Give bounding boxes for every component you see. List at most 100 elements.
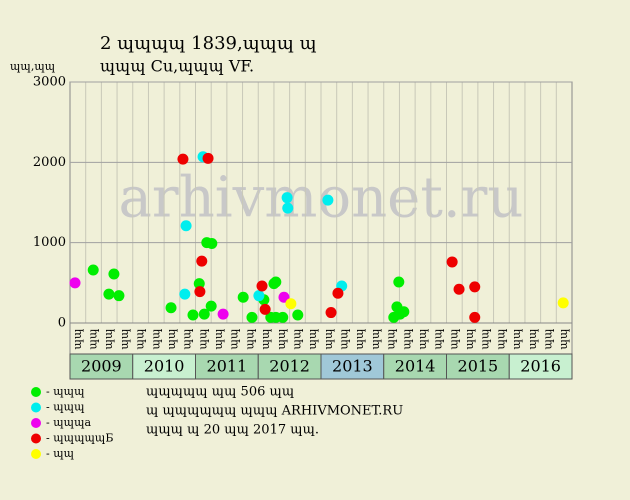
quarter-label: ɰɰ — [322, 328, 335, 349]
year-label: 2016 — [520, 357, 561, 376]
data-point — [322, 194, 334, 206]
legend-label: - ɰɰ — [46, 447, 75, 460]
year-cell — [383, 353, 447, 380]
data-point — [205, 300, 217, 312]
quarter-label: ɰɰ — [212, 328, 225, 349]
data-point — [557, 297, 569, 309]
data-point — [196, 255, 208, 267]
data-point — [285, 298, 297, 310]
quarter-label: ɰɰ — [510, 328, 523, 349]
legend-swatch — [31, 449, 41, 459]
data-point — [469, 281, 481, 293]
quarter-label: ɰɰ — [87, 328, 100, 349]
data-point — [281, 192, 293, 204]
quarter-label: ɰɰ — [369, 328, 382, 349]
data-point — [194, 286, 206, 298]
data-point — [259, 303, 271, 315]
quarter-label: ɰɰ — [541, 328, 554, 349]
data-point — [198, 308, 210, 320]
year-label: 2011 — [207, 357, 248, 376]
data-point — [206, 237, 218, 249]
legend-label: - ɰɰɰa — [46, 416, 92, 429]
data-point — [113, 290, 125, 302]
legend-label: - ɰɰɰɰɰБ — [46, 432, 113, 445]
chart-title: 2 ɰɰɰɰ 1839,ɰɰɰ ɰ — [100, 33, 317, 54]
data-point — [446, 256, 458, 268]
legend-label: - ɰɰɰ — [46, 401, 85, 414]
data-point — [270, 276, 282, 288]
data-point — [253, 290, 265, 302]
quarter-label: ɰɰ — [306, 328, 319, 349]
quarter-label: ɰɰ — [165, 328, 178, 349]
data-point — [256, 280, 268, 292]
data-point — [237, 291, 249, 303]
quarter-label: ɰɰ — [338, 328, 351, 349]
quarter-label: ɰɰ — [290, 328, 303, 349]
quarter-label: ɰɰ — [463, 328, 476, 349]
quarter-label: ɰɰ — [432, 328, 445, 349]
data-point — [278, 291, 290, 303]
data-point — [193, 278, 205, 290]
quarter-label: ɰɰ — [275, 328, 288, 349]
legend-swatch — [31, 418, 41, 428]
data-point — [202, 152, 214, 164]
legend-swatch — [31, 433, 41, 444]
quarter-label: ɰɰ — [243, 328, 256, 349]
year-label: 2009 — [81, 357, 122, 376]
quarter-label: ɰɰ — [259, 328, 272, 349]
year-cell — [257, 353, 322, 380]
note: ɰ ɰɰɰɰɰɰ ɰɰɰ ARHIVMONET.RU — [146, 404, 403, 419]
year-label: 2010 — [144, 357, 185, 376]
quarter-label: ɰɰ — [71, 328, 84, 349]
data-point — [108, 268, 120, 280]
year-label: 2012 — [269, 357, 310, 376]
year-cell — [195, 353, 259, 380]
data-point — [277, 311, 289, 323]
data-point — [187, 309, 199, 321]
y-axis-label: ɰɰ,ɰɰ — [10, 60, 56, 73]
year-cell — [508, 353, 573, 380]
quarter-label: ɰɰ — [557, 328, 570, 349]
chart-subtitle: ɰɰɰ Cu,ɰɰɰ VF. — [100, 57, 254, 76]
data-point — [393, 276, 405, 288]
data-point — [165, 302, 177, 314]
quarter-label: ɰɰ — [526, 328, 539, 349]
quarter-label: ɰɰ — [102, 328, 115, 349]
quarter-label: ɰɰ — [385, 328, 398, 349]
legend-swatch — [31, 387, 41, 397]
year-label: 2013 — [332, 357, 373, 376]
data-point — [87, 264, 99, 276]
quarter-label: ɰɰ — [353, 328, 366, 349]
data-point — [103, 288, 115, 300]
quarter-label: ɰɰ — [181, 328, 194, 349]
y-tick-label: 2000 — [33, 155, 66, 170]
y-tick-label: 1000 — [33, 235, 66, 250]
data-point — [398, 306, 410, 318]
data-point — [292, 309, 304, 321]
y-tick-label: 0 — [58, 316, 66, 331]
data-point — [217, 308, 229, 320]
data-point — [180, 220, 192, 232]
legend-swatch — [31, 402, 41, 413]
data-point — [69, 277, 81, 289]
data-point — [179, 288, 191, 300]
quarter-label: ɰɰ — [494, 328, 507, 349]
data-point — [332, 287, 344, 299]
quarter-label: ɰɰ — [400, 328, 413, 349]
quarter-label: ɰɰ — [134, 328, 147, 349]
year-cell — [320, 353, 385, 380]
data-point — [246, 311, 258, 323]
legend-label: - ɰɰɰ — [46, 385, 85, 398]
year-cell — [69, 353, 134, 380]
data-point — [325, 307, 337, 319]
note: ɰɰɰɰɰ ɰɰ 506 ɰɰ — [146, 385, 294, 400]
quarter-label: ɰɰ — [479, 328, 492, 349]
data-point — [469, 311, 481, 323]
quarter-row — [69, 322, 573, 355]
data-point — [282, 202, 294, 214]
quarter-label: ɰɰ — [228, 328, 241, 349]
y-tick-label: 3000 — [33, 75, 66, 90]
quarter-label: ɰɰ — [196, 328, 209, 349]
quarter-label: ɰɰ — [118, 328, 131, 349]
